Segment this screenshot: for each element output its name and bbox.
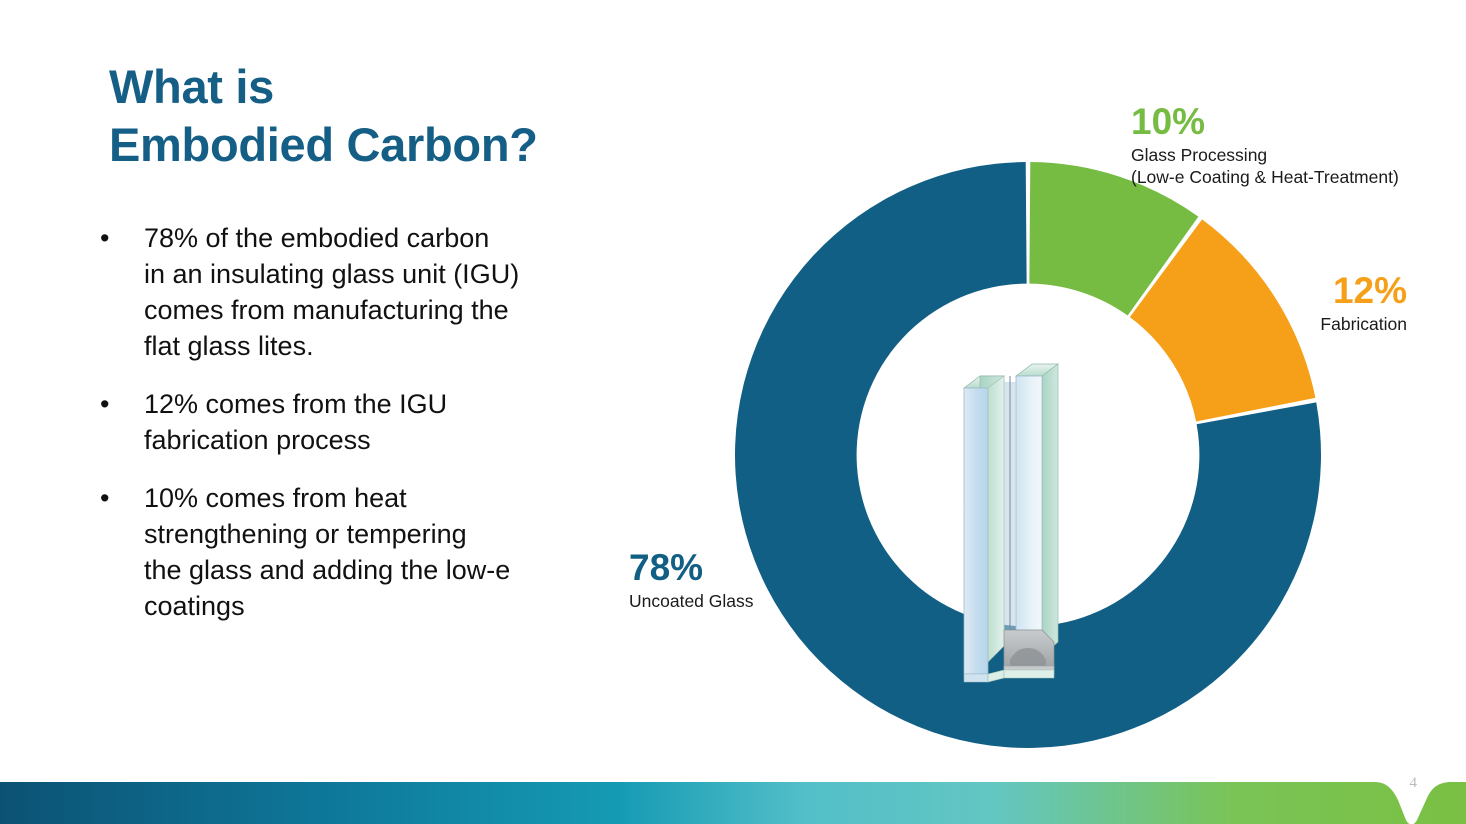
list-item: • 10% comes from heat strengthening or t… xyxy=(92,480,602,624)
list-item: • 78% of the embodied carbon in an insul… xyxy=(92,220,602,364)
bullet-list: • 78% of the embodied carbon in an insul… xyxy=(92,220,602,646)
donut-svg xyxy=(735,162,1321,748)
bullet-text: 12% comes from the IGU fabrication proce… xyxy=(144,389,448,455)
callout-glass-processing: 10% Glass Processing (Low-e Coating & He… xyxy=(1131,103,1399,189)
footer-bar-shape xyxy=(0,782,1466,824)
list-item: • 12% comes from the IGU fabrication pro… xyxy=(92,386,602,458)
callout-percent: 78% xyxy=(629,547,704,588)
callout-fabrication: 12% Fabrication xyxy=(1311,272,1407,335)
donut-slice[interactable] xyxy=(1129,219,1316,422)
callout-caption: Glass Processing (Low-e Coating & Heat-T… xyxy=(1131,145,1399,188)
title-line-2: Embodied Carbon? xyxy=(109,117,538,171)
slide-number: 4 xyxy=(1409,775,1418,791)
bullet-text: 10% comes from heat strengthening or tem… xyxy=(144,483,511,621)
callout-percent: 10% xyxy=(1131,101,1206,142)
bullet-text: 78% of the embodied carbon in an insulat… xyxy=(144,223,520,361)
bullet-marker-icon: • xyxy=(100,223,110,253)
callout-uncoated-glass: 78% Uncoated Glass xyxy=(629,549,754,612)
page-title: What is Embodied Carbon? xyxy=(109,58,729,174)
callout-percent: 12% xyxy=(1332,270,1407,311)
bullet-marker-icon: • xyxy=(100,389,110,419)
callout-caption: Uncoated Glass xyxy=(629,591,754,611)
title-line-1: What is xyxy=(109,60,275,113)
insulating-glass-unit-illustration xyxy=(962,363,1060,683)
footer-gradient-bar xyxy=(0,782,1466,824)
donut-slice[interactable] xyxy=(735,162,1321,748)
callout-caption: Fabrication xyxy=(1320,314,1407,334)
bullet-marker-icon: • xyxy=(100,483,110,513)
